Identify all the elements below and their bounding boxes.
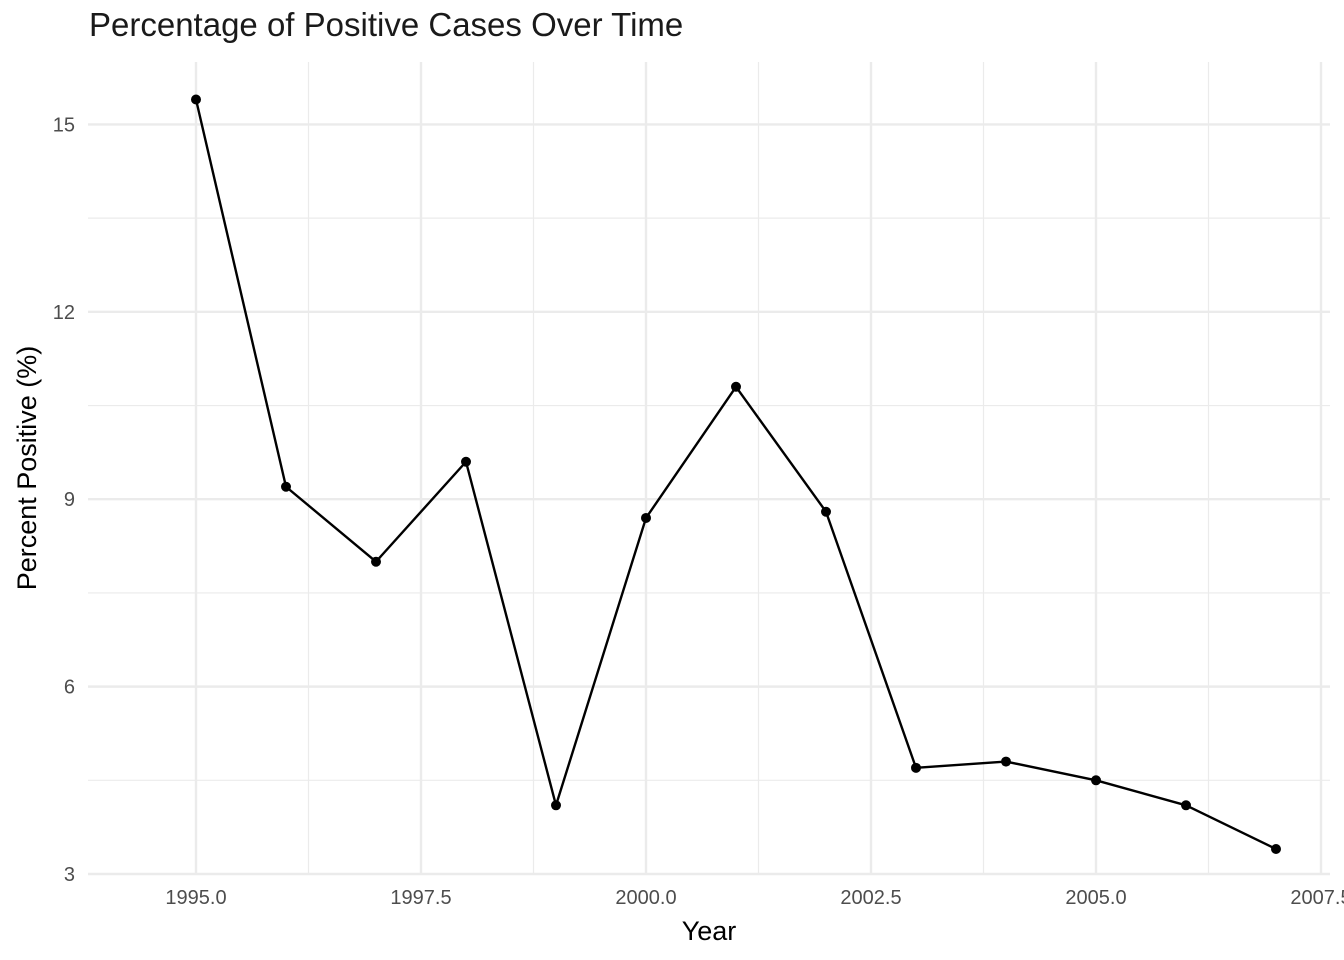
data-point: [1271, 844, 1281, 855]
data-point: [551, 800, 561, 811]
x-axis-tick-labels: 1995.0 1997.5 2000.0 2002.5 2005.0 2007.5: [165, 887, 1344, 909]
y-tick-label: 9: [64, 489, 75, 511]
series-line-path: [194, 99, 1277, 851]
data-point: [641, 512, 651, 523]
y-axis-title: Percent Positive (%): [12, 346, 42, 591]
y-tick-label: 6: [64, 677, 75, 699]
chart-title: Percentage of Positive Cases Over Time: [89, 6, 684, 43]
series-line: [194, 99, 1277, 851]
data-point: [1181, 800, 1191, 811]
y-axis-tick-labels: 3 6 9 12 15: [53, 114, 75, 886]
data-points: [191, 94, 1281, 855]
data-point: [911, 762, 921, 773]
grid-lines: [88, 62, 1330, 876]
data-point: [731, 381, 741, 392]
y-tick-label: 3: [64, 864, 75, 886]
x-tick-label: 1997.5: [390, 887, 451, 909]
x-axis-title: Year: [682, 916, 737, 946]
y-tick-label: 15: [53, 114, 75, 136]
x-tick-label: 2000.0: [615, 887, 676, 909]
data-point: [1091, 775, 1101, 786]
x-tick-label: 1995.0: [165, 887, 226, 909]
data-point: [461, 456, 471, 467]
data-point: [1001, 756, 1011, 767]
data-point: [281, 481, 291, 492]
data-point: [821, 506, 831, 517]
data-point: [191, 94, 201, 105]
x-tick-label: 2002.5: [840, 887, 901, 909]
x-tick-label: 2007.5: [1290, 887, 1344, 909]
y-tick-label: 12: [53, 302, 75, 324]
data-point: [371, 556, 381, 567]
x-tick-label: 2005.0: [1065, 887, 1126, 909]
